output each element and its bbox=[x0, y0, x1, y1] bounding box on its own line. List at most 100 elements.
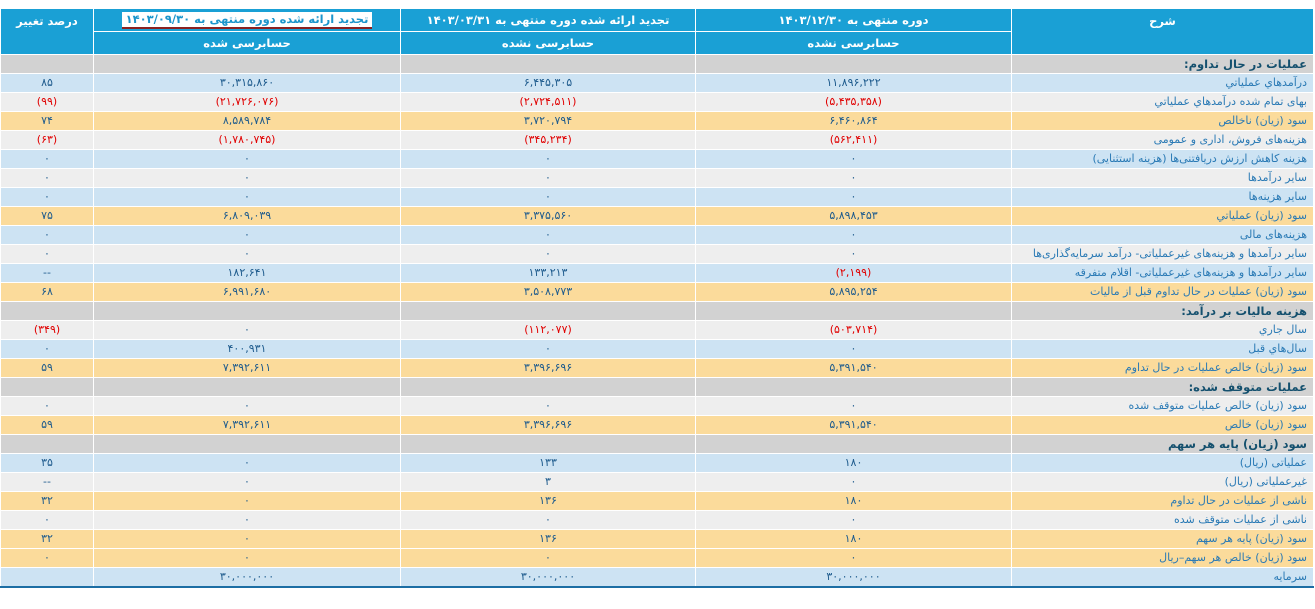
section-row: عملیات متوقف شده: bbox=[0, 377, 1314, 397]
value-cell: ۰ bbox=[93, 529, 401, 549]
percent-change-cell: ۰ bbox=[0, 244, 94, 264]
section-label: هزینه مالیات بر درآمد: bbox=[1011, 301, 1314, 321]
value-cell: (۲,۱۹۹) bbox=[695, 263, 1012, 283]
value-cell: ۱۳۳ bbox=[400, 453, 696, 473]
table-row: سایر هزینه‌ها ۰ ۰ ۰ ۰ bbox=[0, 187, 1314, 207]
value-cell: ۰ bbox=[400, 225, 696, 245]
value-cell: ۰ bbox=[93, 472, 401, 492]
value-cell: ۰ bbox=[695, 510, 1012, 530]
value-cell bbox=[695, 434, 1012, 454]
percent-change-cell: ۷۵ bbox=[0, 206, 94, 226]
percent-change-cell bbox=[0, 54, 94, 74]
table-row: سود (زیان) خالص ۵,۳۹۱,۵۴۰ ۳,۳۹۶,۶۹۶ ۷,۳۹۲,۶… bbox=[0, 415, 1314, 435]
value-cell: (۲,۷۲۴,۵۱۱) bbox=[400, 92, 696, 112]
value-cell: ۷,۳۹۲,۶۱۱ bbox=[93, 415, 401, 435]
value-cell: ۸,۵۸۹,۷۸۴ bbox=[93, 111, 401, 131]
value-cell: ۰ bbox=[93, 149, 401, 169]
table-row: سود (زیان) عملیات در حال تداوم قبل از ما… bbox=[0, 282, 1314, 302]
table-row: سود (زیان) عملیاتي ۵,۸۹۸,۴۵۳ ۳,۳۷۵,۵۶۰ ۶,۸۰… bbox=[0, 206, 1314, 226]
table-row: ناشی از عملیات متوقف شده ۰ ۰ ۰ ۰ bbox=[0, 510, 1314, 530]
value-cell: ۰ bbox=[400, 396, 696, 416]
value-cell: ۰ bbox=[695, 396, 1012, 416]
value-cell bbox=[400, 301, 696, 321]
row-label: هزینه کاهش ارزش دریافتنی‌ها (هزینه استثن… bbox=[1011, 149, 1314, 169]
section-label: سود (زیان) پایه هر سهم bbox=[1011, 434, 1314, 454]
value-cell: ۰ bbox=[93, 225, 401, 245]
value-cell: ۰ bbox=[400, 548, 696, 568]
table-row: سایر درآمدها و هزینه‌های غیرعملیاتی- اقل… bbox=[0, 263, 1314, 283]
percent-change-cell: ۰ bbox=[0, 548, 94, 568]
row-label: سایر درآمدها bbox=[1011, 168, 1314, 188]
row-label: هزینه‌های فروش، اداری و عمومی bbox=[1011, 130, 1314, 150]
table-row: سود (زیان) ناخالص ۶,۴۶۰,۸۶۴ ۳,۷۲۰,۷۹۴ ۸,۵۸۹… bbox=[0, 111, 1314, 131]
value-cell: ۶,۴۴۵,۳۰۵ bbox=[400, 73, 696, 93]
percent-change-cell: ۰ bbox=[0, 225, 94, 245]
percent-change-cell: ۶۸ bbox=[0, 282, 94, 302]
col-header-period-1: دوره منتهی به ۱۴۰۳/۱۲/۳۰ bbox=[695, 8, 1012, 32]
col-header-percent-change: درصد تغییر bbox=[0, 8, 94, 55]
percent-change-cell: (۶۳) bbox=[0, 130, 94, 150]
value-cell: (۳۴۵,۲۳۴) bbox=[400, 130, 696, 150]
percent-change-cell bbox=[0, 301, 94, 321]
table-row: سود (زیان) خالص هر سهم–ریال ۰ ۰ ۰ ۰ bbox=[0, 548, 1314, 568]
row-label: سایر هزینه‌ها bbox=[1011, 187, 1314, 207]
table-row: عملیاتی (ریال) ۱۸۰ ۱۳۳ ۰ ۳۵ bbox=[0, 453, 1314, 473]
header-row-audit-status: حسابرسی نشده حسابرسی نشده حسابرسی شده bbox=[1, 31, 1314, 55]
percent-change-cell: ۳۵ bbox=[0, 453, 94, 473]
table-row: هزینه‌های مالی ۰ ۰ ۰ ۰ bbox=[0, 225, 1314, 245]
table-row: غیرعملیاتی (ریال) ۰ ۳ ۰ -- bbox=[0, 472, 1314, 492]
header-row-titles: شرح دوره منتهی به ۱۴۰۳/۱۲/۳۰ تجدید ارائه… bbox=[0, 8, 1314, 55]
value-cell: ۳,۳۹۶,۶۹۶ bbox=[400, 358, 696, 378]
row-label: درآمدهاي عملیاتي bbox=[1011, 73, 1314, 93]
row-label: سرمایه bbox=[1011, 567, 1314, 588]
financial-statement-table: شرح دوره منتهی به ۱۴۰۳/۱۲/۳۰ تجدید ارائه… bbox=[0, 8, 1314, 588]
value-cell: ۳۰,۳۱۵,۸۶۰ bbox=[93, 73, 401, 93]
table-row: هزینه کاهش ارزش دریافتنی‌ها (هزینه استثن… bbox=[0, 149, 1314, 169]
value-cell: ۰ bbox=[93, 396, 401, 416]
value-cell: ۰ bbox=[695, 548, 1012, 568]
percent-change-cell: ۵۹ bbox=[0, 358, 94, 378]
value-cell bbox=[695, 301, 1012, 321]
value-cell bbox=[93, 54, 401, 74]
value-cell bbox=[400, 434, 696, 454]
value-cell: ۱۸۰ bbox=[695, 453, 1012, 473]
row-label: سود (زیان) پایه هر سهم bbox=[1011, 529, 1314, 549]
value-cell: ۵,۸۹۸,۴۵۳ bbox=[695, 206, 1012, 226]
col-subheader-period-2: حسابرسی نشده bbox=[400, 31, 696, 55]
row-label: هزینه‌های مالی bbox=[1011, 225, 1314, 245]
value-cell: ۰ bbox=[695, 472, 1012, 492]
col-subheader-period-1: حسابرسی نشده bbox=[695, 31, 1012, 55]
row-label: سایر درآمدها و هزینه‌های غیرعملیاتی- درآ… bbox=[1011, 244, 1314, 264]
percent-change-cell: ۰ bbox=[0, 510, 94, 530]
table-row: سرمایه ۳۰,۰۰۰,۰۰۰ ۳۰,۰۰۰,۰۰۰ ۳۰,۰۰۰,۰۰۰ bbox=[0, 567, 1314, 588]
highlighted-period-title: تجدید ارائه شده دوره منتهی به ۱۴۰۳/۰۹/۳۰ bbox=[121, 11, 373, 29]
row-label: سود (زیان) عملیاتي bbox=[1011, 206, 1314, 226]
percent-change-cell bbox=[0, 567, 94, 588]
value-cell bbox=[400, 377, 696, 397]
value-cell: ۱۳۳,۲۱۳ bbox=[400, 263, 696, 283]
col-header-period-3: تجدید ارائه شده دوره منتهی به ۱۴۰۳/۰۹/۳۰ bbox=[93, 8, 401, 32]
value-cell: (۵,۴۳۵,۳۵۸) bbox=[695, 92, 1012, 112]
value-cell: ۰ bbox=[93, 320, 401, 340]
value-cell: ۰ bbox=[93, 187, 401, 207]
percent-change-cell: ۰ bbox=[0, 339, 94, 359]
value-cell: ۱۳۶ bbox=[400, 529, 696, 549]
table-row: سال جاري (۵۰۳,۷۱۴) (۱۱۲,۰۷۷) ۰ (۳۴۹) bbox=[0, 320, 1314, 340]
value-cell: ۱۸۰ bbox=[695, 491, 1012, 511]
value-cell: ۳,۷۲۰,۷۹۴ bbox=[400, 111, 696, 131]
percent-change-cell: ۳۲ bbox=[0, 491, 94, 511]
value-cell bbox=[695, 377, 1012, 397]
row-label: غیرعملیاتی (ریال) bbox=[1011, 472, 1314, 492]
section-row: هزینه مالیات بر درآمد: bbox=[0, 301, 1314, 321]
value-cell: ۰ bbox=[695, 339, 1012, 359]
value-cell: ۱۱,۸۹۶,۲۲۲ bbox=[695, 73, 1012, 93]
value-cell: ۱۸۰ bbox=[695, 529, 1012, 549]
value-cell bbox=[93, 434, 401, 454]
row-label: سود (زیان) عملیات در حال تداوم قبل از ما… bbox=[1011, 282, 1314, 302]
table-row: سود (زیان) پایه هر سهم ۱۸۰ ۱۳۶ ۰ ۳۲ bbox=[0, 529, 1314, 549]
col-header-period-2: تجدید ارائه شده دوره منتهی به ۱۴۰۳/۰۳/۳۱ bbox=[400, 8, 696, 32]
col-header-description: شرح bbox=[1011, 8, 1314, 55]
row-label: عملیاتی (ریال) bbox=[1011, 453, 1314, 473]
table-row: درآمدهاي عملیاتي ۱۱,۸۹۶,۲۲۲ ۶,۴۴۵,۳۰۵ ۳۰,۳۱… bbox=[0, 73, 1314, 93]
value-cell: ۵,۳۹۱,۵۴۰ bbox=[695, 358, 1012, 378]
